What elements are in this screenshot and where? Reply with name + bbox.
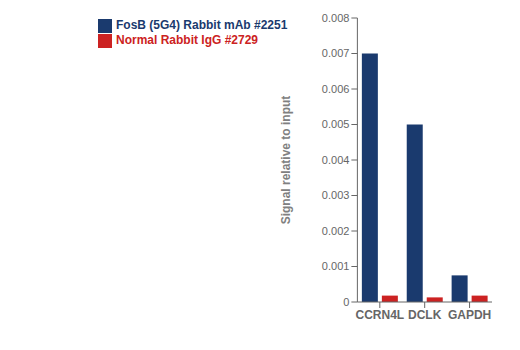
- svg-text:0.002: 0.002: [322, 225, 350, 237]
- svg-text:0.007: 0.007: [322, 47, 350, 59]
- svg-text:DCLK: DCLK: [408, 308, 442, 322]
- svg-text:0.006: 0.006: [322, 83, 350, 95]
- svg-text:0.003: 0.003: [322, 189, 350, 201]
- svg-text:0.008: 0.008: [322, 12, 350, 24]
- html-text:Normal Rabbit IgG #2729: Normal Rabbit IgG #2729: [116, 32, 258, 47]
- svg-text:0.004: 0.004: [322, 154, 350, 166]
- svg-text:Signal relative to input: Signal relative to input: [279, 96, 293, 225]
- svg-text:0: 0: [343, 296, 349, 308]
- svg-text:GAPDH: GAPDH: [448, 308, 491, 322]
- svg-text:0.001: 0.001: [322, 260, 350, 272]
- html-text:FosB (5G4) Rabbit mAb #2251: FosB (5G4) Rabbit mAb #2251: [116, 18, 288, 32]
- svg-text:0.005: 0.005: [322, 118, 350, 130]
- svg-text:CCRN4L: CCRN4L: [355, 308, 404, 322]
